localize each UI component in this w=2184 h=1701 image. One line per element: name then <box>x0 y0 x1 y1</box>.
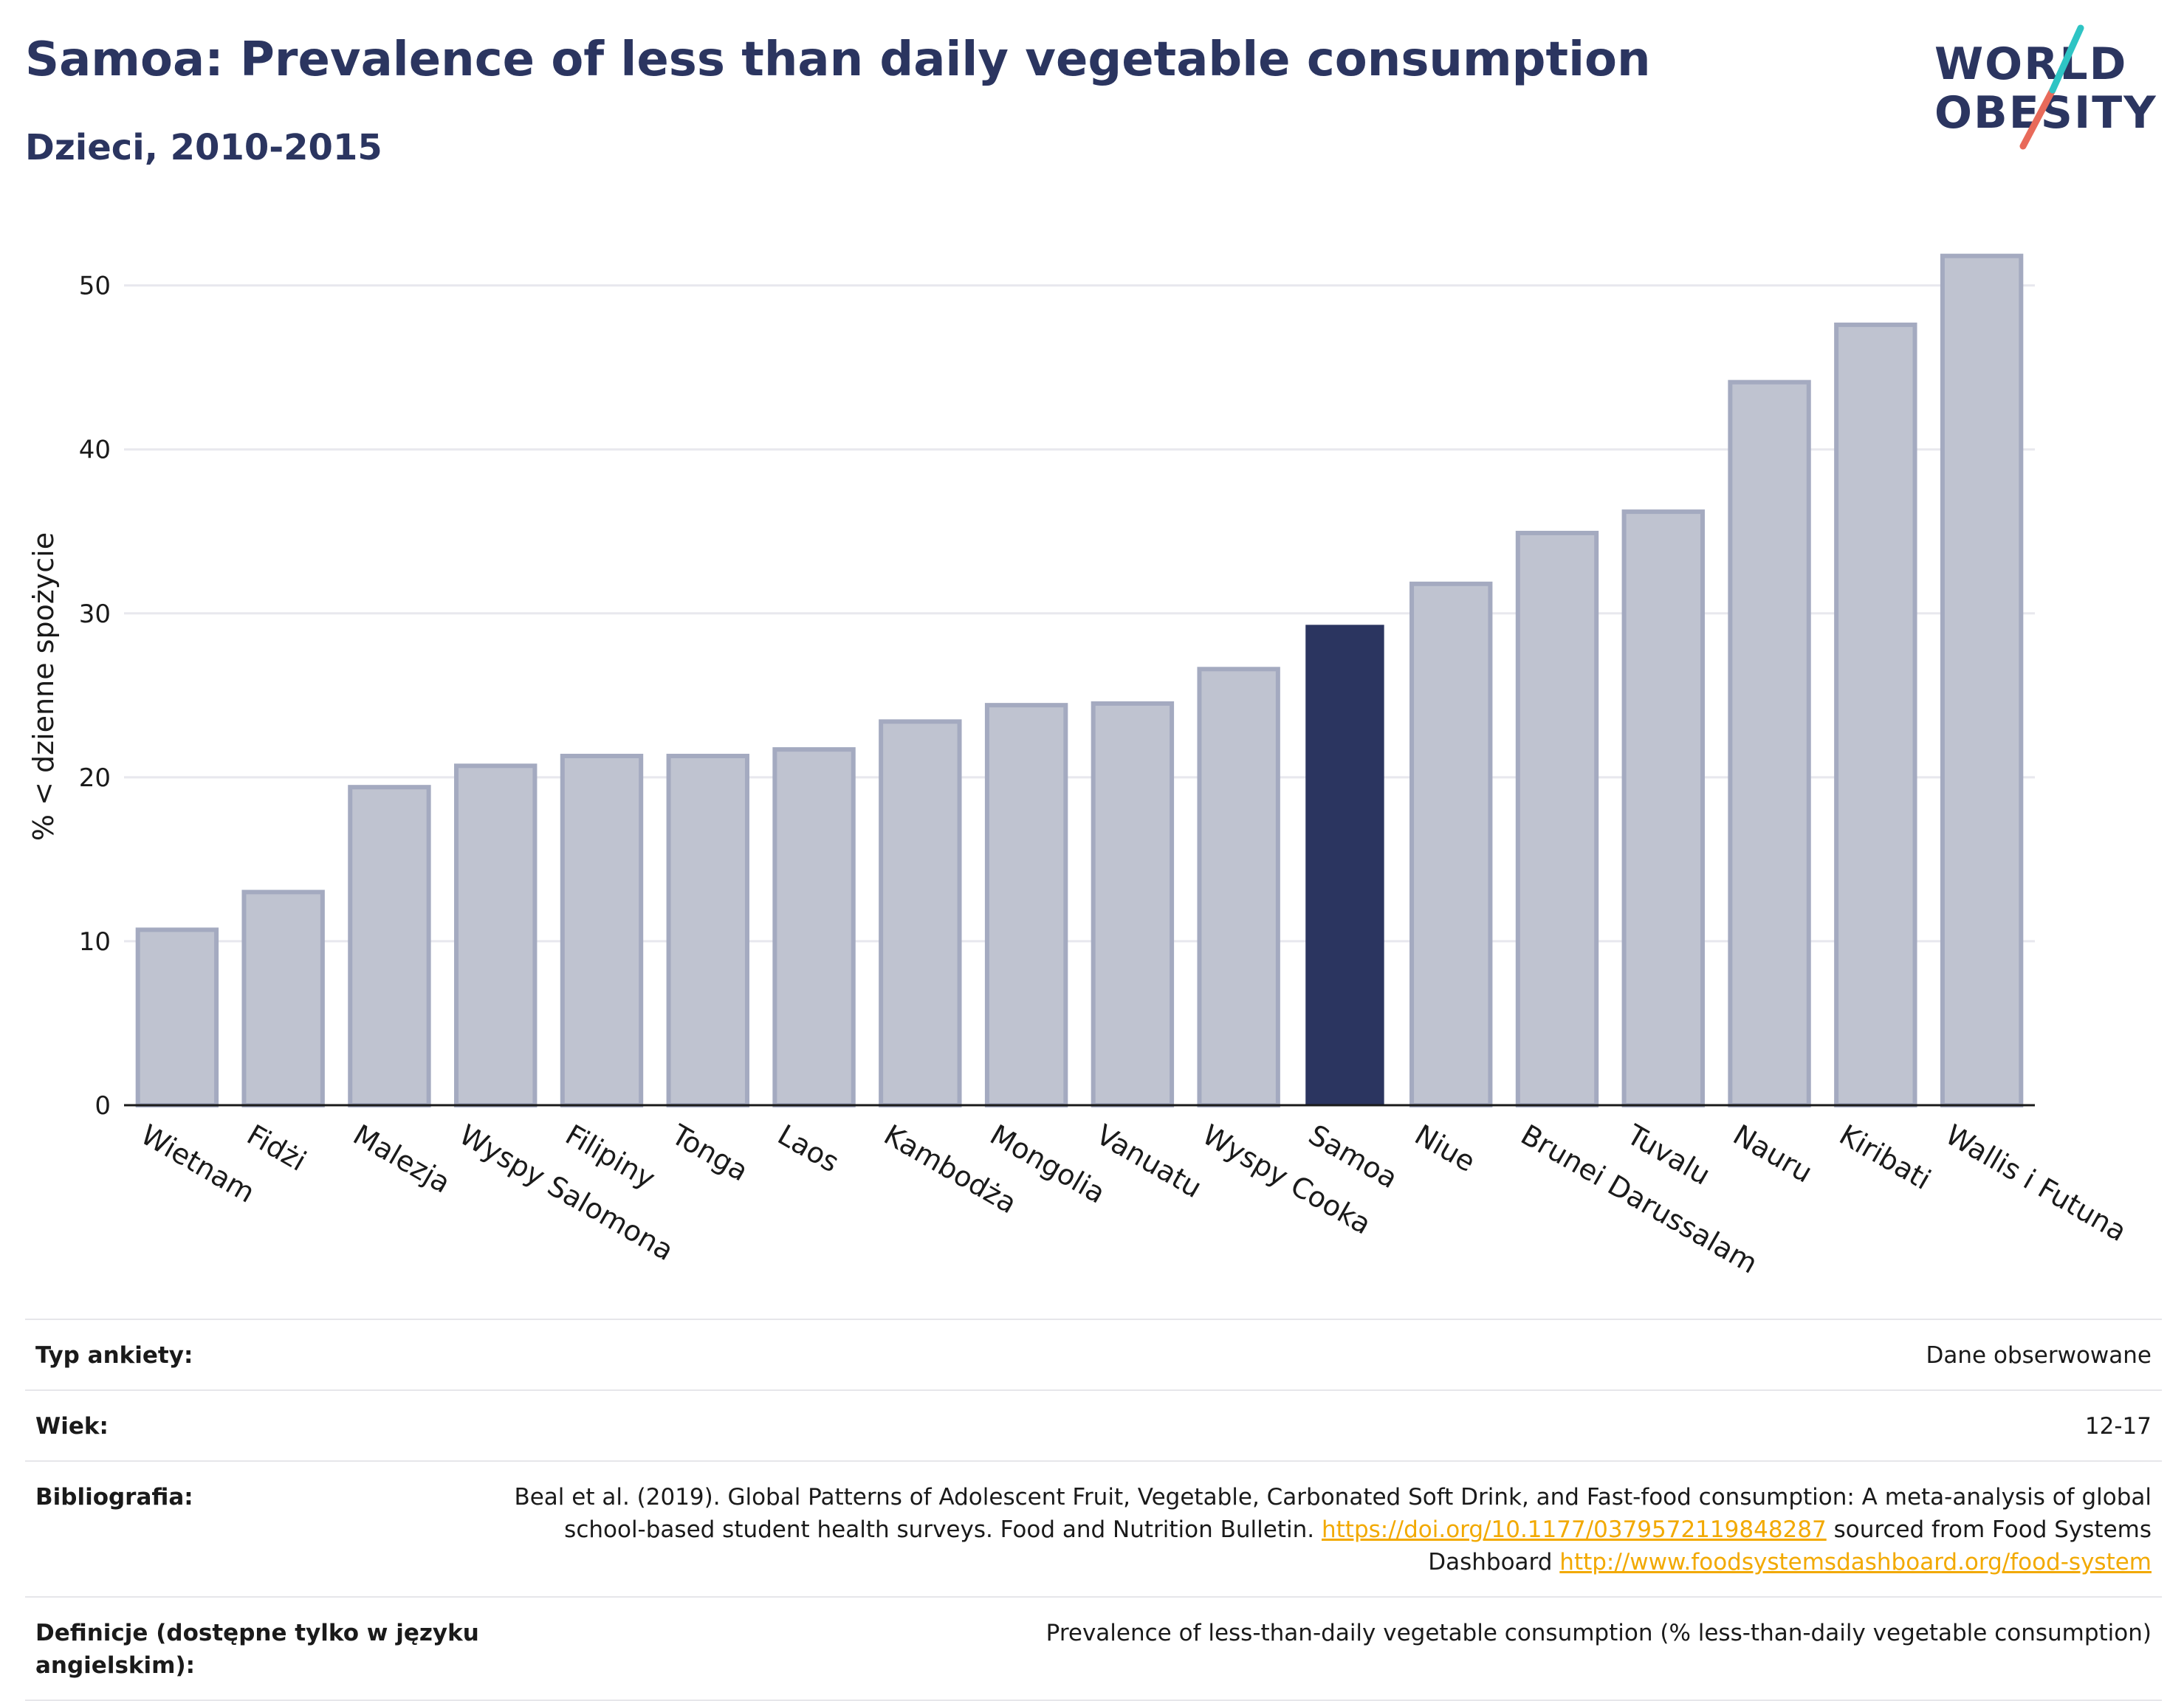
bibliography-label: Bibliografia: <box>35 1484 193 1511</box>
y-tick-label: 50 <box>79 272 111 301</box>
bar-kambodża <box>879 719 962 1107</box>
doi-link[interactable]: https://doi.org/10.1177/0379572119848287 <box>1321 1516 1827 1543</box>
logo-slash-icon <box>2019 24 2084 150</box>
y-tick-label: 20 <box>79 763 111 793</box>
survey-type-value: Dane obserwowane <box>1926 1342 2152 1369</box>
bar-laos <box>772 747 856 1108</box>
x-tick-label: Wallis i Futuna <box>1940 1118 2132 1248</box>
bar-niue <box>1409 581 1493 1107</box>
y-tick-label: 10 <box>79 927 111 957</box>
bar-vanuatu <box>1091 701 1175 1107</box>
chart-subtitle: Dzieci, 2010-2015 <box>25 127 382 168</box>
x-tick-label: Kiribati <box>1834 1118 1937 1196</box>
bar-samoa <box>1305 625 1384 1105</box>
bar-wyspy-cooka <box>1197 667 1280 1107</box>
y-tick-label: 0 <box>95 1091 111 1121</box>
bar-brunei-darussalam <box>1515 530 1599 1107</box>
x-tick-label: Fidżi <box>241 1118 312 1178</box>
x-tick-label: Niue <box>1409 1118 1481 1178</box>
food-systems-link[interactable]: http://www.foodsystemsdashboard.org/food… <box>1559 1549 2152 1575</box>
age-row: Wiek: 12-17 <box>25 1389 2162 1460</box>
bar-tuvalu <box>1621 509 1705 1107</box>
x-tick-label: Laos <box>772 1118 845 1179</box>
bar-tonga <box>666 753 749 1107</box>
info-table: Typ ankiety: Dane obserwowane Wiek: 12-1… <box>25 1319 2162 1701</box>
world-obesity-logo: WORLD OBESITY <box>1920 22 2171 155</box>
bibliography-text-2: sourced from Food Systems Dashboard <box>1428 1516 2152 1575</box>
bar-wyspy-salomona <box>454 763 538 1108</box>
logo-line-2: OBESITY <box>1934 87 2157 139</box>
definitions-row: Definicje (dostępne tylko w języku angie… <box>25 1596 2162 1701</box>
bibliography-text-1: Beal et al. (2019). Global Patterns of A… <box>514 1484 2152 1543</box>
bar-kiribati <box>1834 322 1917 1107</box>
x-tick-label: Tonga <box>665 1118 753 1187</box>
bar-wallis-i-futuna <box>1940 253 2024 1107</box>
x-tick-label: Malezja <box>348 1118 456 1200</box>
bars <box>135 253 2024 1108</box>
age-label: Wiek: <box>35 1413 109 1440</box>
y-tick-label: 30 <box>79 599 111 629</box>
survey-type-row: Typ ankiety: Dane obserwowane <box>25 1319 2162 1389</box>
bar-filipiny <box>560 753 644 1107</box>
x-tick-label: Nauru <box>1728 1118 1818 1189</box>
x-tick-label: Wietnam <box>135 1118 260 1209</box>
bar-nauru <box>1728 379 1811 1107</box>
age-value: 12-17 <box>2084 1413 2152 1440</box>
logo-line-1: WORLD <box>1934 38 2128 90</box>
chart-title: Samoa: Prevalence of less than daily veg… <box>25 32 1651 87</box>
definitions-label: Definicje (dostępne tylko w języku angie… <box>35 1620 479 1679</box>
bibliography-value: Beal et al. (2019). Global Patterns of A… <box>508 1481 2152 1578</box>
bar-mongolia <box>984 703 1068 1107</box>
definitions-value: Prevalence of less-than-daily vegetable … <box>1045 1620 2152 1646</box>
y-tick-label: 40 <box>79 436 111 465</box>
grid-lines <box>124 284 2035 943</box>
x-tick-label: Vanuatu <box>1091 1118 1207 1204</box>
bar-wietnam <box>135 927 219 1108</box>
y-axis-title: % < dzienne spożycie <box>27 532 60 841</box>
bar-fidżi <box>241 890 325 1107</box>
bar-malezja <box>348 785 431 1107</box>
bibliography-row: Bibliografia: Beal et al. (2019). Global… <box>25 1460 2162 1596</box>
survey-type-label: Typ ankiety: <box>35 1342 193 1369</box>
